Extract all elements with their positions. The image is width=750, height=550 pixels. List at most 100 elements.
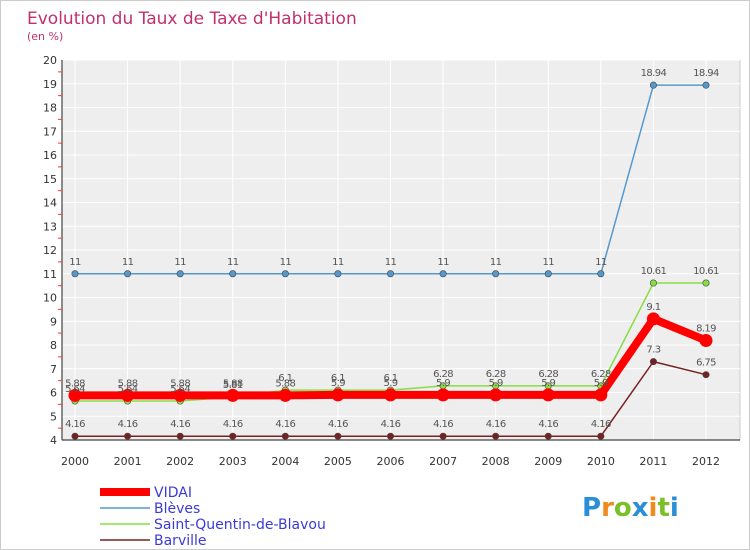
- data-label-VIDAI-2000: 5.88: [65, 378, 85, 389]
- data-label-Blèves-2009: 11: [542, 257, 554, 268]
- y-tick-label-4: 4: [50, 434, 57, 447]
- data-label-Barville-2007: 4.16: [433, 419, 453, 430]
- logo-letter: x: [632, 493, 649, 523]
- data-point-VIDAI-2007: [436, 388, 450, 402]
- data-label-Blèves-2002: 11: [174, 257, 186, 268]
- chart-title: Evolution du Taux de Taxe d'Habitation: [27, 9, 357, 29]
- data-label-VIDAI-2004: 5.88: [275, 378, 295, 389]
- legend-label-Barville: Barville: [154, 533, 207, 549]
- data-point-VIDAI-2009: [541, 388, 555, 402]
- data-label-Barville-2002: 4.16: [170, 419, 190, 430]
- data-label-VIDAI-2011: 9.1: [646, 302, 660, 313]
- x-tick-label-2003: 2003: [219, 455, 247, 468]
- x-tick-label-2006: 2006: [377, 455, 405, 468]
- chart-subtitle: (en %): [27, 30, 63, 43]
- logo-letter: i: [670, 493, 679, 523]
- data-point-VIDAI-2003: [226, 388, 240, 402]
- data-label-VIDAI-2006: 5.9: [383, 378, 397, 389]
- y-tick-label-17: 17: [43, 125, 57, 138]
- data-point-Barville-2009: [544, 432, 552, 440]
- y-tick-label-20: 20: [43, 54, 57, 67]
- data-label-Blèves-2001: 11: [122, 257, 134, 268]
- data-point-VIDAI-2005: [331, 388, 345, 402]
- data-label-Saint-Quentin-de-Blavou-2001: 5.64: [118, 384, 138, 395]
- x-tick-label-2009: 2009: [534, 455, 562, 468]
- data-point-VIDAI-2006: [384, 388, 397, 402]
- data-point-Saint-Quentin-de-Blavou-2011: [649, 279, 657, 287]
- data-label-Saint-Quentin-de-Blavou-2000: 5.64: [65, 384, 85, 395]
- axis-layer: 4 5 6 7 8 9 10 11 12 13 14 15 16 17 18 19 20 2000 2001 2002…: [43, 54, 740, 468]
- data-point-VIDAI-2012: [699, 333, 713, 347]
- data-point-Blèves-2008: [492, 270, 500, 278]
- data-label-Barville-2008: 4.16: [486, 419, 506, 430]
- data-label-Barville-2006: 4.16: [381, 419, 401, 430]
- data-point-Barville-2011: [649, 358, 657, 366]
- data-label-Barville-2000: 4.16: [65, 419, 85, 430]
- x-tick-label-2001: 2001: [114, 455, 142, 468]
- x-tick-label-2008: 2008: [482, 455, 510, 468]
- data-label-Saint-Quentin-de-Blavou-2003: 5.81: [223, 380, 243, 391]
- y-tick-label-18: 18: [43, 102, 57, 115]
- data-label-Blèves-2011: 18.94: [641, 68, 667, 79]
- y-tick-label-10: 10: [43, 292, 57, 305]
- y-tick-label-14: 14: [43, 197, 57, 210]
- legend-label-VIDAI: VIDAI: [154, 485, 192, 501]
- x-tick-label-2011: 2011: [639, 455, 667, 468]
- data-label-Saint-Quentin-de-Blavou-2006: 6.1: [383, 373, 397, 384]
- data-label-Saint-Quentin-de-Blavou-2008: 6.28: [486, 369, 506, 380]
- logo-letter: o: [614, 493, 632, 523]
- data-label-VIDAI-2010: 5.9: [594, 378, 608, 389]
- data-point-VIDAI-2002: [173, 388, 187, 402]
- data-label-Saint-Quentin-de-Blavou-2010: 6.28: [591, 369, 611, 380]
- data-point-Barville-2010: [597, 432, 605, 440]
- data-label-VIDAI-2001: 5.88: [118, 378, 138, 389]
- data-label-Saint-Quentin-de-Blavou-2004: 6.1: [278, 373, 292, 384]
- logo-letter: r: [601, 493, 614, 523]
- data-label-Barville-2011: 7.3: [646, 345, 660, 356]
- data-point-Blèves-2007: [439, 270, 447, 278]
- data-label-VIDAI-2008: 5.9: [489, 378, 503, 389]
- y-tick-label-19: 19: [43, 78, 57, 91]
- data-point-VIDAI-2000: [68, 388, 82, 402]
- data-point-Blèves-2009: [544, 270, 552, 278]
- legend-label-Saint-Quentin-de-Blavou: Saint-Quentin-de-Blavou: [154, 517, 326, 533]
- x-tick-label-2002: 2002: [166, 455, 194, 468]
- data-label-VIDAI-2005: 5.9: [331, 378, 345, 389]
- data-label-VIDAI-2012: 8.19: [696, 323, 716, 334]
- data-label-Blèves-2005: 11: [332, 257, 344, 268]
- data-label-Barville-2004: 4.16: [275, 419, 295, 430]
- data-label-Barville-2010: 4.16: [591, 419, 611, 430]
- data-point-Barville-2000: [71, 432, 79, 440]
- data-label-Blèves-2007: 11: [437, 257, 449, 268]
- data-label-VIDAI-2003: 5.88: [223, 378, 243, 389]
- data-point-Blèves-2005: [334, 270, 342, 278]
- data-point-VIDAI-2001: [121, 388, 135, 402]
- data-label-Barville-2005: 4.16: [328, 419, 348, 430]
- y-tick-label-15: 15: [43, 173, 57, 186]
- data-point-Blèves-2010: [597, 270, 605, 278]
- legend-label-Blèves: Blèves: [154, 501, 200, 517]
- data-point-VIDAI-2011: [646, 312, 660, 326]
- y-tick-label-16: 16: [43, 149, 57, 162]
- proxiti-logo: Proxiti: [582, 493, 679, 523]
- data-point-Saint-Quentin-de-Blavou-2012: [702, 279, 710, 287]
- data-point-Blèves-2002: [176, 270, 184, 278]
- data-label-VIDAI-2007: 5.9: [436, 378, 450, 389]
- x-tick-label-2010: 2010: [587, 455, 615, 468]
- data-point-Blèves-2001: [124, 270, 132, 278]
- data-label-Blèves-2010: 11: [595, 257, 607, 268]
- y-tick-label-6: 6: [50, 387, 57, 400]
- series-layer: [68, 81, 713, 440]
- data-label-VIDAI-2002: 5.88: [170, 378, 190, 389]
- logo-letter: i: [649, 493, 658, 523]
- data-point-Barville-2003: [229, 432, 237, 440]
- x-tick-label-2000: 2000: [61, 455, 89, 468]
- data-label-layer: 5.88 5.88 5.88 5.88 5.88 5.9 5.9 5.9 5.9 5.9 5.9 9.…: [65, 68, 720, 430]
- data-label-Saint-Quentin-de-Blavou-2012: 10.61: [693, 266, 719, 277]
- data-point-Blèves-2012: [702, 81, 710, 89]
- data-point-Barville-2012: [702, 371, 710, 379]
- data-label-Barville-2001: 4.16: [118, 419, 138, 430]
- x-tick-label-2012: 2012: [692, 455, 720, 468]
